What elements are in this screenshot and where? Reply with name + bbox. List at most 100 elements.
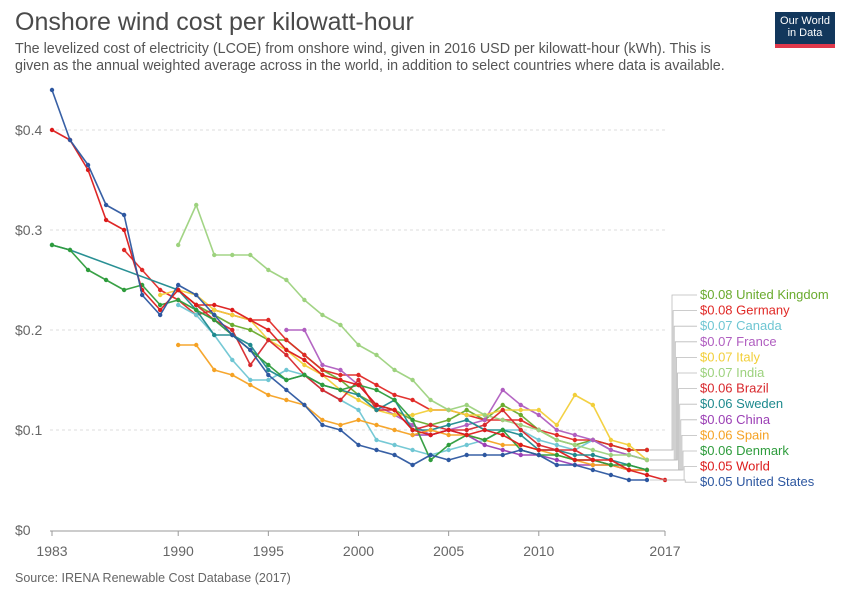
data-point: [248, 347, 253, 353]
data-point: [176, 297, 181, 303]
data-point: [626, 452, 632, 458]
data-point: [248, 317, 253, 323]
legend-connector: [668, 466, 697, 481]
data-point: [626, 467, 632, 473]
data-point: [446, 457, 451, 463]
data-point: [157, 292, 163, 298]
data-point: [338, 322, 343, 328]
data-point: [194, 292, 199, 298]
data-point: [194, 202, 199, 208]
data-point: [356, 382, 361, 388]
data-point: [230, 332, 235, 338]
data-point: [302, 362, 307, 368]
data-point: [428, 397, 433, 403]
data-point: [554, 427, 560, 433]
data-point: [464, 417, 469, 423]
data-point: [320, 422, 325, 428]
grid-lines: [50, 129, 665, 431]
data-point: [518, 432, 523, 438]
data-point: [392, 442, 397, 448]
data-point: [356, 372, 361, 378]
data-point: [590, 437, 596, 443]
data-point: [518, 417, 523, 423]
data-point: [266, 362, 271, 368]
data-point: [392, 392, 397, 398]
data-point: [356, 377, 361, 383]
series-world: [49, 127, 668, 483]
x-tick-label: 2000: [343, 543, 374, 559]
data-point: [230, 372, 235, 378]
data-point: [374, 407, 379, 413]
data-point: [121, 287, 127, 293]
data-point: [518, 452, 523, 458]
data-point: [248, 377, 253, 383]
data-point: [212, 367, 217, 373]
series-germany: [121, 247, 650, 453]
data-point: [176, 242, 181, 248]
data-point: [194, 312, 199, 318]
data-point: [49, 127, 55, 133]
legend-label: $0.08 United Kingdom: [700, 287, 829, 302]
data-point: [284, 377, 289, 383]
data-point: [320, 382, 325, 388]
legend-connector: [649, 450, 697, 471]
data-point: [266, 327, 271, 333]
data-point: [644, 477, 650, 483]
owid-logo[interactable]: Our World in Data: [775, 12, 835, 48]
data-point: [554, 437, 560, 443]
data-point: [266, 392, 271, 398]
data-point: [356, 342, 361, 348]
data-point: [176, 282, 181, 288]
x-axis: 1983 1990 1995 2000 2005 2010 2017: [36, 530, 681, 559]
data-point: [554, 422, 560, 428]
data-point: [392, 427, 397, 433]
data-point: [266, 267, 271, 273]
x-tick-label: 2005: [433, 543, 464, 559]
data-point: [410, 462, 415, 468]
data-point: [284, 347, 289, 353]
data-point: [230, 322, 235, 328]
data-point: [121, 227, 127, 233]
data-point: [85, 267, 91, 273]
data-point: [194, 342, 199, 348]
data-point: [518, 402, 523, 408]
data-point: [608, 472, 614, 478]
data-point: [248, 342, 253, 348]
data-point: [608, 457, 614, 463]
data-point: [626, 442, 632, 448]
data-point: [212, 312, 217, 318]
data-point: [410, 427, 415, 433]
legend-label: $0.08 Germany: [700, 303, 790, 318]
data-point: [139, 267, 145, 273]
data-point: [85, 162, 91, 168]
legend-label: $0.06 Denmark: [700, 443, 789, 458]
legend-label: $0.05 United States: [700, 474, 815, 489]
data-point: [157, 287, 163, 293]
data-point: [266, 367, 271, 373]
data-point: [410, 447, 415, 453]
data-point: [536, 412, 541, 418]
data-point: [554, 447, 560, 453]
legend-label: $0.05 World: [700, 459, 770, 474]
data-point: [500, 417, 505, 423]
data-point: [320, 372, 325, 378]
series-spain: [176, 342, 650, 473]
series-lines: [49, 87, 668, 483]
series-united-states: [49, 87, 650, 483]
data-point: [410, 417, 415, 423]
x-tick-label: 2010: [523, 543, 554, 559]
data-point: [500, 402, 505, 408]
y-tick-label: $0: [15, 522, 31, 538]
data-point: [644, 457, 650, 463]
data-point: [284, 387, 289, 393]
data-point: [356, 407, 361, 413]
data-point: [284, 327, 289, 333]
y-tick-label: $0.3: [15, 222, 42, 238]
data-point: [194, 307, 199, 313]
data-point: [428, 422, 433, 428]
data-point: [608, 462, 614, 468]
data-point: [536, 447, 541, 453]
data-point: [320, 367, 325, 373]
data-point: [518, 422, 523, 428]
data-point: [608, 442, 614, 448]
